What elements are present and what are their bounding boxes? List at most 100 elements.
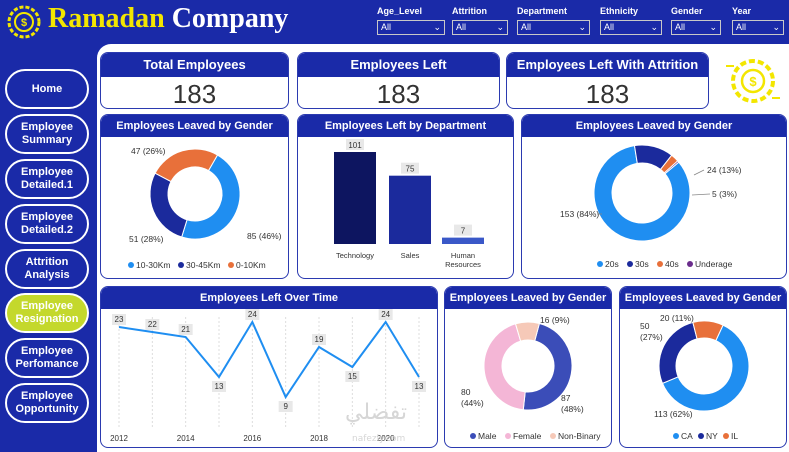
legend-label: 20s [605, 259, 619, 269]
leader-line [691, 193, 711, 196]
legend-label: 0-10Km [236, 260, 266, 270]
chart-title: Employees Leaved by Gender [445, 287, 611, 309]
data-label: 101 [348, 141, 362, 150]
kpi-title: Total Employees [101, 53, 288, 77]
data-label-bg [454, 224, 472, 236]
svg-text:$: $ [749, 74, 757, 89]
data-label: 24 (13%) [707, 165, 742, 175]
legend-label: 40s [665, 259, 679, 269]
chart-card-state: Employees Leaved by Gender 113 (62%) 50 (2… [619, 286, 787, 448]
legend-marker [627, 261, 633, 267]
nav-employee-performance[interactable]: Employee Perfomance [5, 338, 89, 378]
data-label: 21 [181, 325, 190, 334]
donut-slice-ny [658, 321, 698, 385]
chevron-down-icon: ⌄ [772, 22, 780, 32]
legend-marker [597, 261, 603, 267]
data-label: (48%) [561, 404, 584, 414]
over-time-line-chart: 23 22 21 13 24 9 19 15 24 13 2012 2014 2016 2018 2020 [110, 309, 426, 443]
data-label: 19 [315, 335, 324, 344]
brand-title-a: Ramadan [48, 3, 165, 34]
donut-slice-non-binary [514, 321, 541, 342]
data-label: 16 (9%) [540, 315, 570, 325]
nav-employee-detailed-1[interactable]: Employee Detailed.1 [5, 159, 89, 199]
age-level-select[interactable]: All ⌄ [377, 20, 445, 35]
data-label-bg [378, 309, 393, 320]
chart-title: Employees Left by Department [298, 115, 513, 137]
legend-marker [723, 433, 729, 439]
data-label: (27%) [640, 332, 663, 342]
filter-label: Ethnicity [600, 6, 639, 16]
chevron-down-icon: ⌄ [496, 22, 504, 32]
nav-attrition-analysis[interactable]: Attrition Analysis [5, 249, 89, 289]
legend-marker [470, 433, 476, 439]
legend-label: NY [706, 431, 718, 441]
chart-card-gender: Employees Leaved by Gender 87 (48%) 80 (44%… [444, 286, 612, 448]
legend-label: 30-45Km [186, 260, 221, 270]
data-label: 23 [115, 315, 124, 324]
legend-label: CA [681, 431, 693, 441]
category-label: Human [451, 251, 475, 260]
data-label-bg [178, 324, 193, 335]
data-label: 85 (46%) [247, 231, 282, 241]
kpi-title: Employees Left [298, 53, 499, 77]
filter-label: Department [517, 6, 568, 16]
ethnicity-select[interactable]: All ⌄ [600, 20, 662, 35]
legend-marker [128, 262, 134, 268]
legend-marker [178, 262, 184, 268]
data-label: 15 [348, 372, 357, 381]
category-label: Sales [401, 251, 420, 260]
legend-marker [698, 433, 704, 439]
data-label-bg [245, 309, 260, 320]
bar-technology [334, 152, 376, 244]
donut-slice-30-45km [149, 172, 188, 238]
nav-home[interactable]: Home [5, 69, 89, 109]
data-label: 87 [561, 393, 571, 403]
filter-label: Age_Level [377, 6, 423, 16]
data-label: 13 [215, 382, 224, 391]
kpi-value: 183 [172, 79, 217, 109]
legend-marker [228, 262, 234, 268]
data-label-bg [212, 381, 226, 392]
year-select[interactable]: All ⌄ [732, 20, 784, 35]
data-label-bg [412, 381, 426, 392]
gender-select[interactable]: All ⌄ [671, 20, 721, 35]
nav-employee-opportunity[interactable]: Employee Opportunity [5, 383, 89, 423]
bar-human-resources [442, 237, 484, 244]
x-tick-label: 2014 [177, 434, 195, 443]
chevron-down-icon: ⌄ [433, 22, 441, 32]
nav-employee-summary[interactable]: Employee Summary [5, 114, 89, 154]
nav-employee-detailed-2[interactable]: Employee Detailed.2 [5, 204, 89, 244]
data-label: 7 [461, 227, 466, 236]
kpi-value: 183 [585, 79, 630, 109]
filter-label: Attrition [452, 6, 487, 16]
data-label: 113 (62%) [654, 409, 693, 419]
chart-title: Employees Leaved by Gender [620, 287, 786, 309]
department-select[interactable]: All ⌄ [517, 20, 590, 35]
legend-marker [657, 261, 663, 267]
bar-sales [389, 175, 431, 244]
donut-slice-il [692, 320, 724, 342]
legend-label: Male [478, 431, 497, 441]
state-donut-chart: 113 (62%) 50(27%) 20 (11%) CA NY IL [640, 313, 750, 441]
gear-decoration-icon: $ [726, 59, 780, 103]
donut-slice-ca [661, 324, 750, 412]
legend-marker [505, 433, 511, 439]
data-label-bg [401, 162, 419, 174]
donut-slice-10-30km [181, 154, 241, 240]
data-label: 75 [406, 165, 415, 174]
data-label-bg [346, 139, 364, 150]
sidebar-nav: Home Employee Summary Employee Detailed.… [0, 44, 97, 452]
data-label-bg [345, 371, 360, 382]
leader-line [693, 169, 705, 176]
filter-label: Gender [671, 6, 703, 16]
donut-slice-underage [663, 160, 680, 175]
x-tick-label: 2012 [110, 434, 128, 443]
attrition-select[interactable]: All ⌄ [452, 20, 508, 35]
nav-employee-resignation[interactable]: Employee Resignation [5, 293, 89, 333]
data-label: 24 [381, 310, 390, 319]
chevron-down-icon: ⌄ [578, 22, 586, 32]
chevron-down-icon: ⌄ [650, 22, 658, 32]
data-label: 24 [248, 310, 257, 319]
data-label-bg [145, 319, 160, 330]
